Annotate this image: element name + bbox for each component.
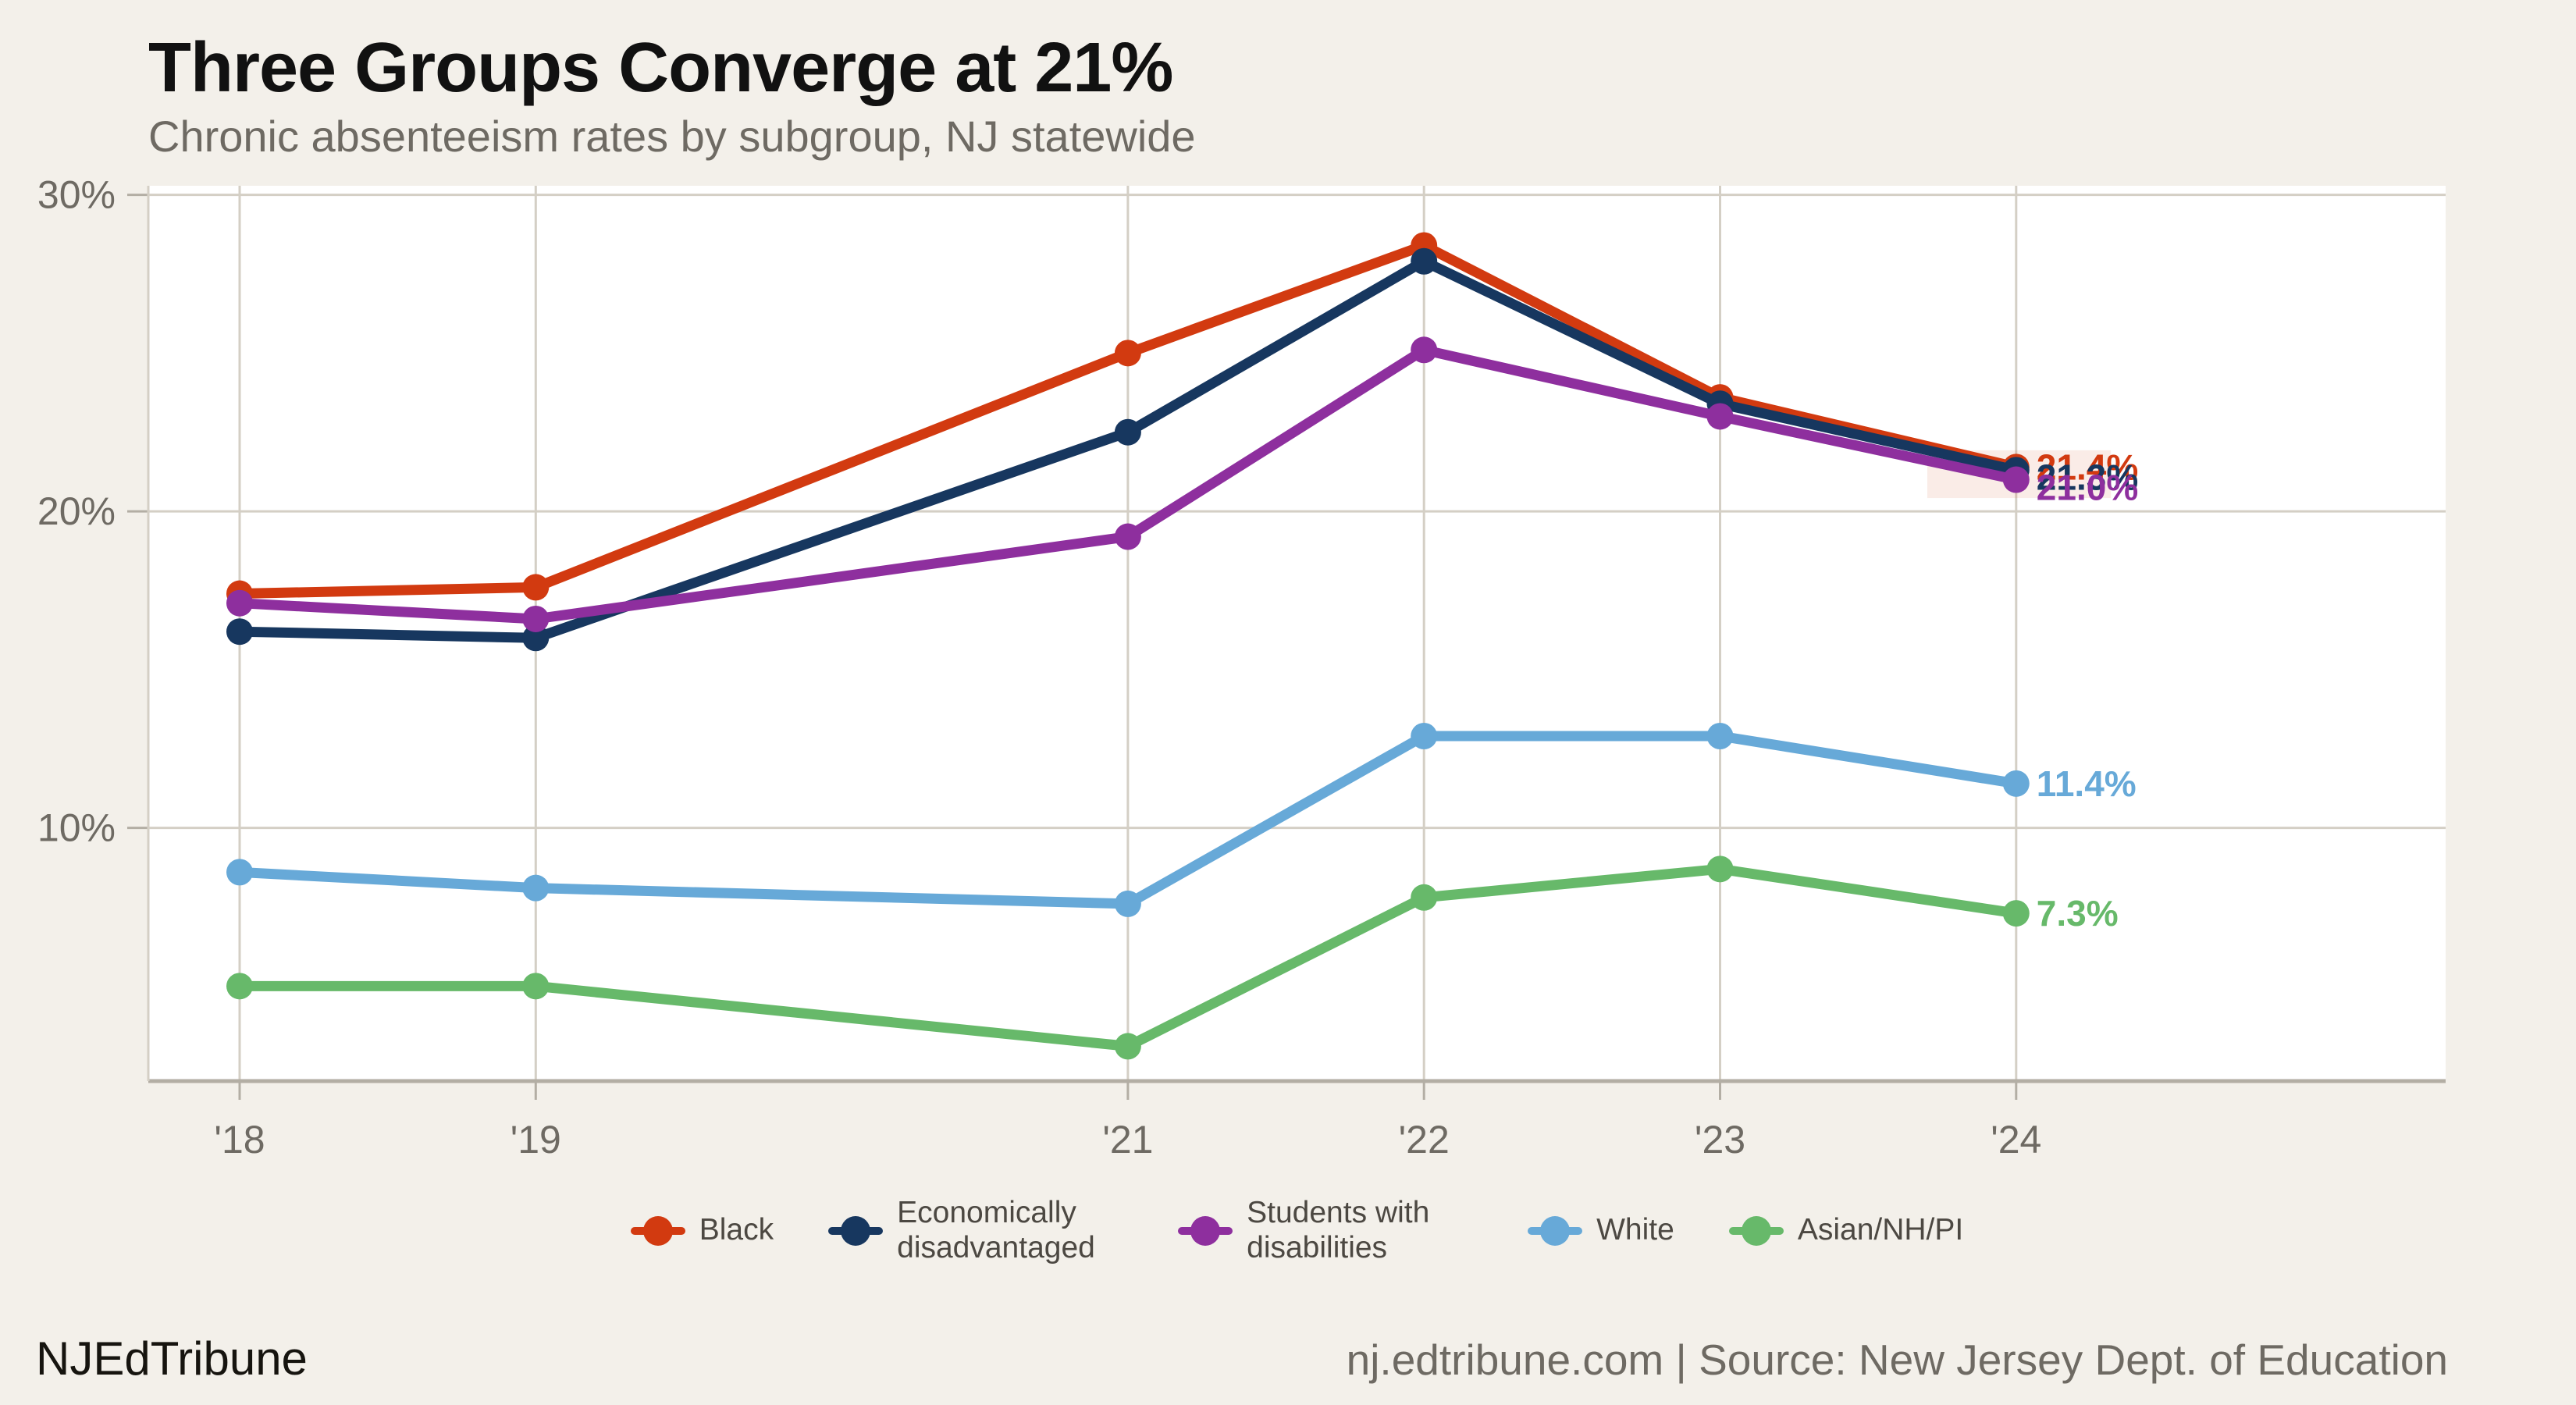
- data-point: [1411, 336, 1438, 364]
- legend-line-dot-icon: [1728, 1211, 1784, 1251]
- legend-line-dot-icon: [1178, 1211, 1233, 1251]
- legend-line-dot-icon: [828, 1211, 884, 1251]
- data-point: [226, 618, 253, 646]
- legend-item-black: Black: [630, 1211, 774, 1251]
- legend-marker-dot: [642, 1215, 673, 1246]
- data-point: [226, 859, 253, 886]
- data-point: [1114, 890, 1141, 917]
- end-label-white: 11.4%: [2037, 763, 2137, 804]
- legend-marker-dot: [1190, 1215, 1221, 1246]
- data-point: [2002, 466, 2030, 493]
- legend-item-economically-disadvantaged: Economically disadvantaged: [828, 1196, 1123, 1266]
- source-note: nj.edtribune.com | Source: New Jersey De…: [1346, 1336, 2448, 1384]
- data-point: [1114, 418, 1141, 446]
- end-label-asian-nh-pi: 7.3%: [2037, 893, 2119, 934]
- data-point: [1114, 523, 1141, 550]
- legend-label: White: [1596, 1213, 1674, 1247]
- x-tick-label: '22: [1399, 1118, 1450, 1161]
- y-tick-label: 30%: [37, 173, 116, 217]
- legend-marker-dot: [841, 1215, 871, 1246]
- legend-label: Black: [699, 1213, 774, 1247]
- series-white: [226, 723, 2030, 917]
- data-point: [522, 624, 550, 652]
- series-asian-nh-pi: [226, 855, 2030, 1060]
- series-students-with-disabilities: [226, 336, 2030, 632]
- y-tick-label: 10%: [37, 806, 116, 850]
- end-label-economically-disadvantaged: 21.3%: [2037, 457, 2138, 497]
- legend-line-dot-icon: [630, 1211, 685, 1251]
- y-tick-label: 20%: [37, 489, 116, 533]
- x-tick-label: '18: [214, 1118, 265, 1161]
- legend-item-white: White: [1528, 1211, 1674, 1251]
- chart-legend: Black Economically disadvantaged Students …: [148, 1196, 2446, 1266]
- chart-subtitle: Chronic absenteeism rates by subgroup, N…: [148, 112, 1196, 161]
- data-point: [226, 589, 253, 617]
- data-point: [522, 874, 550, 902]
- legend-label: Economically disadvantaged: [897, 1196, 1095, 1264]
- legend-marker-dot: [1741, 1215, 1771, 1246]
- publisher-logo: NJEdTribune: [36, 1332, 308, 1385]
- data-point: [1706, 855, 1734, 883]
- data-point: [522, 574, 550, 601]
- data-point: [2002, 770, 2030, 797]
- legend-marker-dot: [1540, 1215, 1571, 1246]
- x-tick-label: '21: [1102, 1118, 1153, 1161]
- data-point: [1411, 723, 1438, 750]
- data-point: [1411, 247, 1438, 275]
- data-point: [522, 605, 550, 632]
- data-point: [522, 973, 550, 1000]
- series-line: [234, 344, 2022, 624]
- legend-item-students-with-disabilities: Students with disabilities: [1178, 1196, 1473, 1266]
- data-point: [1411, 884, 1438, 911]
- series-line: [234, 863, 2022, 1051]
- legend-line-dot-icon: [1528, 1211, 1583, 1251]
- data-point: [2002, 900, 2030, 927]
- x-tick-label: '24: [1991, 1118, 2041, 1161]
- legend-label: Students with disabilities: [1247, 1196, 1430, 1264]
- data-point: [1114, 340, 1141, 367]
- end-label-students-with-disabilities: 21.0%: [2037, 467, 2138, 507]
- chart-title: Three Groups Converge at 21%: [148, 29, 1173, 107]
- end-label-black: 21.4%: [2037, 446, 2138, 487]
- x-tick-label: '23: [1695, 1118, 1745, 1161]
- series-line: [234, 731, 2022, 909]
- data-point: [226, 973, 253, 1000]
- legend-label: Asian/NH/PI: [1797, 1213, 1964, 1247]
- x-tick-label: '19: [511, 1118, 561, 1161]
- data-point: [1706, 403, 1734, 430]
- data-point: [1706, 723, 1734, 750]
- series-line: [234, 240, 2022, 599]
- legend-item-asian-nh-pi: Asian/NH/PI: [1728, 1211, 1964, 1251]
- data-point: [1114, 1033, 1141, 1060]
- series-economically-disadvantaged: [226, 247, 2030, 652]
- series-line: [234, 256, 2022, 643]
